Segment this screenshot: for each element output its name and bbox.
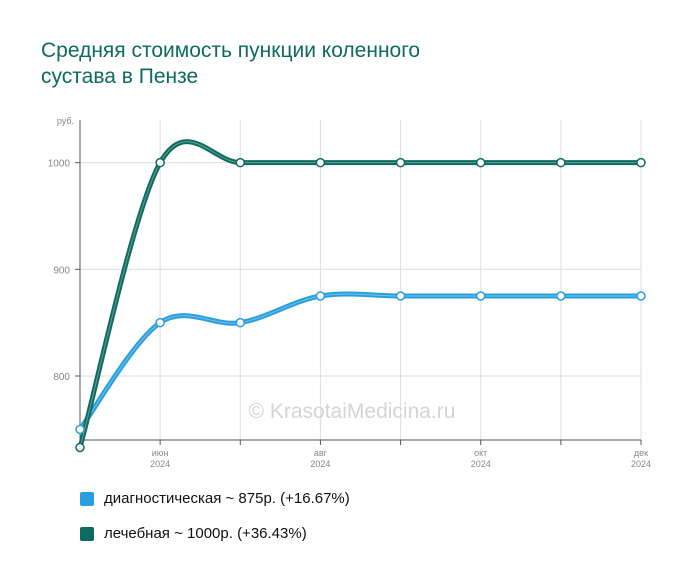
data-point (475, 157, 486, 168)
chart-title-line-2: сустава в Пензе (41, 65, 199, 88)
data-point (475, 291, 486, 301)
x-tick-label-year: 2024 (471, 459, 491, 469)
legend-item-therapeutic: лечебная ~ 1000р. (+36.43%) (80, 525, 307, 542)
x-tick-label-year: 2024 (631, 459, 651, 469)
x-tick-label-year: 2024 (150, 459, 170, 469)
legend-label-therapeutic: лечебная ~ 1000р. (+36.43%) (104, 525, 307, 542)
data-point (75, 442, 85, 453)
x-tick-label-month: июн (152, 448, 169, 458)
data-point (235, 317, 246, 328)
data-point (636, 157, 646, 168)
data-point (235, 157, 246, 168)
data-point (395, 157, 406, 168)
legend-item-diagnostic: диагностическая ~ 875р. (+16.67%) (80, 490, 350, 507)
axes: 8009001000руб.июн2024авг2024окт2024дек20… (48, 116, 651, 469)
data-point (636, 291, 646, 301)
legend-label-diagnostic: диагностическая ~ 875р. (+16.67%) (104, 490, 350, 507)
data-point (75, 424, 85, 435)
data-point (315, 157, 326, 168)
data-point (395, 291, 406, 301)
data-point (556, 157, 566, 168)
grid (80, 120, 642, 440)
data-point (315, 291, 326, 301)
data-point (155, 317, 165, 328)
data-points (75, 157, 646, 453)
data-point (556, 291, 566, 301)
x-tick-label-month: авг (314, 448, 328, 458)
x-tick-label-year: 2024 (310, 459, 330, 469)
x-tick-label-month: окт (474, 448, 487, 458)
y-tick-label: 800 (53, 372, 70, 383)
watermark: © KrasotaiMedicina.ru (249, 400, 456, 423)
y-axis-label: руб. (57, 116, 74, 126)
x-tick-label-month: дек (634, 448, 648, 458)
legend-swatch-therapeutic (80, 526, 94, 541)
legend-swatch-diagnostic (80, 491, 94, 506)
chart-title-line-1: Средняя стоимость пункции коленного (41, 39, 421, 62)
data-point (155, 157, 165, 168)
y-tick-label: 1000 (48, 159, 71, 170)
chart-title: Средняя стоимость пункции коленного суст… (41, 38, 641, 90)
y-tick-label: 900 (53, 265, 70, 276)
